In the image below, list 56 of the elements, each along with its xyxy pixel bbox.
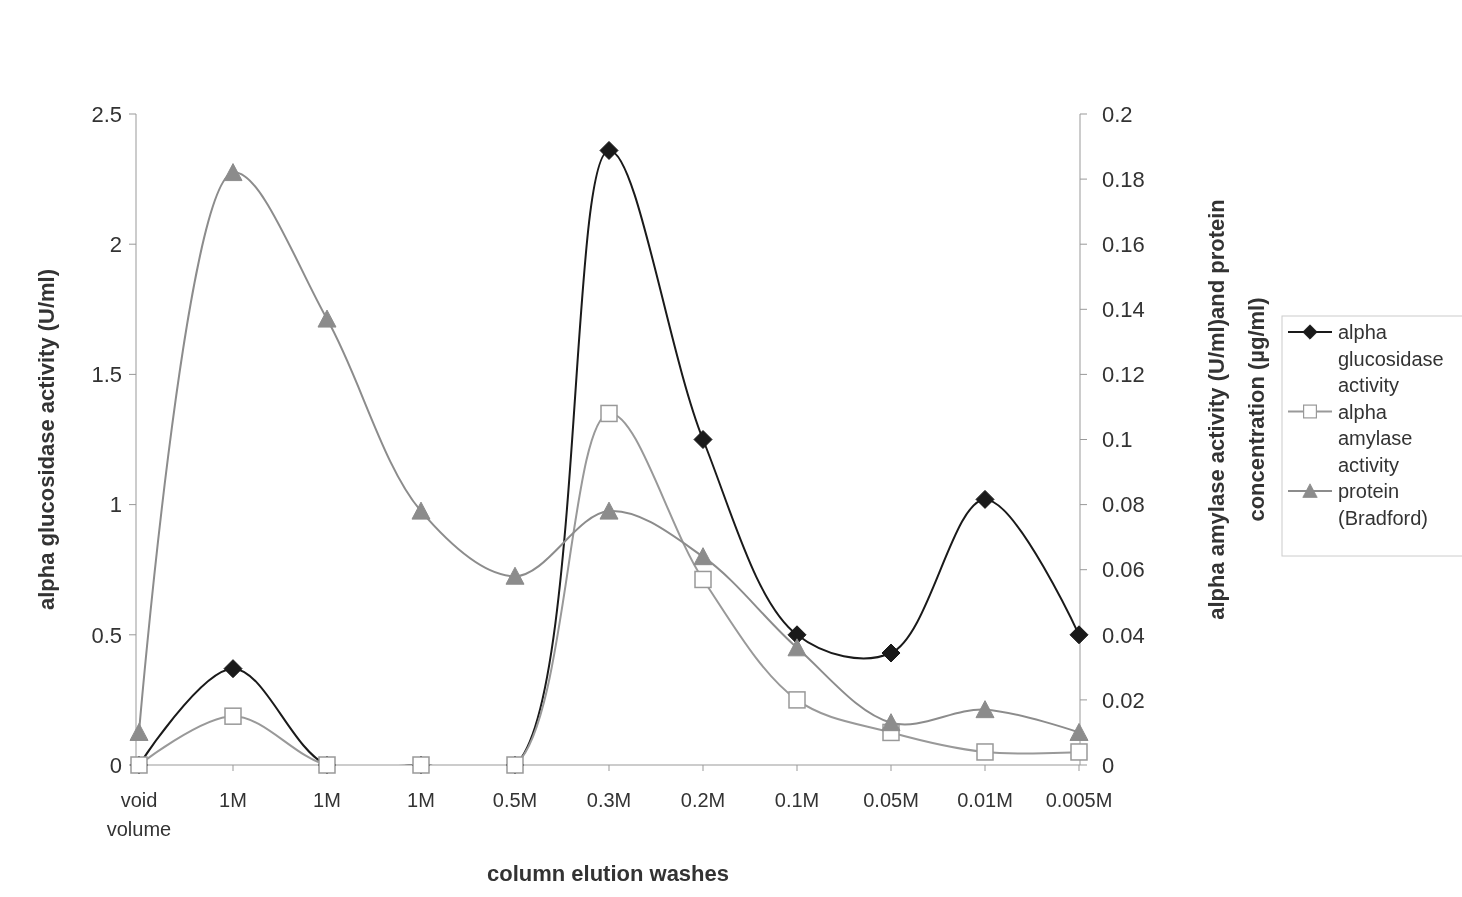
y2-tick-label: 0.02 — [1102, 687, 1145, 713]
point — [599, 501, 619, 520]
x-tick-label: 0.05M — [863, 789, 919, 811]
x-tick-label: 0.01M — [957, 789, 1013, 811]
y2-tick-label: 0.14 — [1102, 297, 1145, 322]
point — [694, 570, 712, 589]
point — [223, 659, 243, 679]
y-tick-label: 1.5 — [91, 362, 122, 388]
y2-axis-title: alpha amylase activity (U/ml)and protein concentration (µg/ml) — [1204, 199, 1269, 620]
x-tick-label: 0.1M — [774, 789, 820, 811]
x-tick-label: 0.2M — [680, 789, 726, 811]
y-axis-title: alpha glucosidase activity (U/ml) — [34, 268, 59, 611]
point — [1069, 722, 1089, 741]
y-tick-label: 1 — [109, 492, 122, 518]
point — [788, 691, 806, 709]
x-tick-label: 0.3M — [586, 789, 632, 811]
y2-tick-label: 0.1 — [1102, 427, 1133, 453]
point — [1069, 625, 1089, 645]
point — [129, 722, 149, 741]
point — [599, 140, 619, 160]
point — [975, 489, 995, 509]
x-tick-label: 1M — [313, 789, 341, 811]
y-tick-label: 2.5 — [91, 101, 122, 127]
point — [1070, 743, 1088, 761]
point — [224, 707, 242, 725]
y-tick-label: 2 — [109, 231, 122, 257]
y2-tick-label: 0.16 — [1102, 231, 1145, 257]
legend-label: protein (Bradford) — [1338, 480, 1429, 529]
y-tick-label: 0.5 — [91, 622, 122, 648]
point — [693, 547, 713, 566]
x-tick-label: void volume — [106, 789, 172, 840]
y2-tick-label: 0.08 — [1102, 492, 1145, 518]
point — [787, 625, 807, 645]
point — [600, 404, 618, 423]
point — [317, 309, 337, 328]
y-tick-label: 0 — [109, 752, 122, 778]
x-axis-title: column elution washes — [486, 861, 730, 886]
point — [223, 163, 243, 182]
point — [693, 430, 713, 449]
x-tick-label: 1M — [407, 789, 435, 811]
x-tick-label: 0.5M — [492, 789, 538, 811]
point — [976, 743, 994, 761]
point — [881, 713, 901, 732]
point — [881, 643, 901, 663]
point — [411, 501, 431, 520]
point — [787, 638, 807, 657]
y2-tick-label: 0.2 — [1102, 101, 1133, 127]
y2-tick-label: 0.06 — [1102, 557, 1145, 583]
point — [975, 700, 995, 719]
y2-tick-label: 0.04 — [1102, 622, 1145, 648]
x-tick-label: 0.005M — [1045, 789, 1113, 811]
y2-tick-label: 0 — [1102, 752, 1115, 778]
point — [505, 566, 525, 585]
x-tick-label: 1M — [219, 789, 247, 811]
y2-tick-label: 0.18 — [1102, 166, 1145, 192]
y2-tick-label: 0.12 — [1102, 362, 1145, 388]
